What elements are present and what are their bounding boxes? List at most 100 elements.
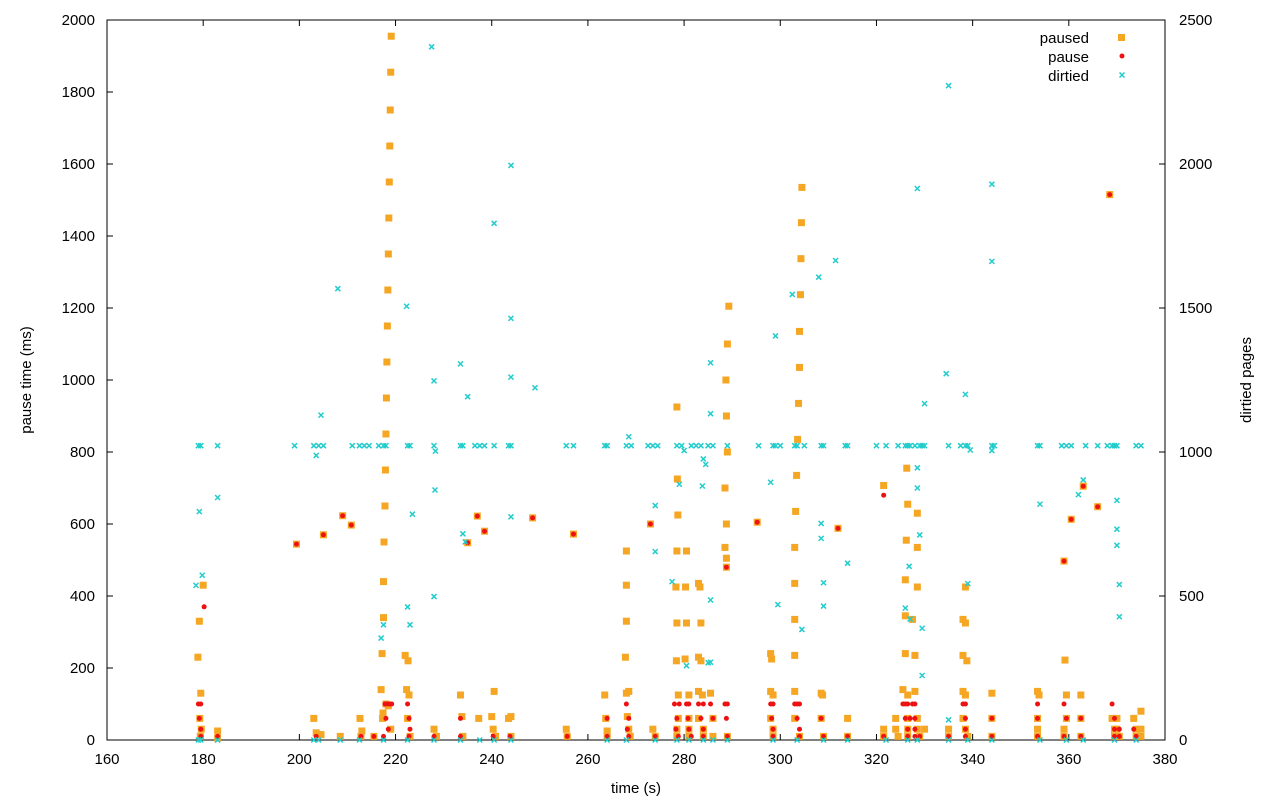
legend-marker-dirtied <box>1118 71 1126 79</box>
data-point-dirtied <box>700 736 707 744</box>
data-point-dirtied <box>1082 442 1089 449</box>
data-point-pause <box>912 701 918 707</box>
data-point-paused <box>1077 691 1085 699</box>
data-point-pause <box>962 726 968 732</box>
data-point-paused <box>695 653 703 661</box>
data-point-pause <box>623 701 629 707</box>
data-point-dirtied <box>919 625 926 632</box>
data-point-dirtied <box>337 736 344 744</box>
series-pause <box>195 192 1139 739</box>
data-point-dirtied <box>378 635 385 642</box>
data-point-dirtied <box>382 442 389 449</box>
data-point-pause <box>881 492 887 498</box>
data-point-pause <box>196 715 202 721</box>
data-point-paused <box>1035 691 1043 699</box>
data-point-dirtied <box>919 672 926 679</box>
data-point-dirtied <box>844 736 851 744</box>
data-point-dirtied <box>705 659 712 666</box>
data-point-pause <box>1112 726 1118 732</box>
data-point-dirtied <box>491 220 498 227</box>
data-point-pause <box>770 726 776 732</box>
legend: paused pause dirtied <box>1040 30 1126 85</box>
data-point-pause <box>917 733 923 739</box>
data-point-dirtied <box>462 538 469 545</box>
data-point-dirtied <box>623 736 630 744</box>
data-point-dirtied <box>707 359 714 366</box>
data-marks <box>192 32 1145 744</box>
data-point-dirtied <box>988 258 995 265</box>
data-point-pause <box>671 701 677 707</box>
data-point-pause <box>647 521 653 527</box>
data-point-paused <box>312 729 320 737</box>
y2-tick-label: 500 <box>1179 588 1204 605</box>
data-point-paused <box>682 619 690 627</box>
data-point-pause <box>881 733 887 739</box>
data-point-dirtied <box>914 736 921 744</box>
data-point-pause <box>912 733 918 739</box>
data-point-paused <box>199 581 207 589</box>
data-point-dirtied <box>1111 736 1118 744</box>
x-tick-label: 180 <box>191 751 216 768</box>
data-point-dirtied <box>409 511 416 518</box>
data-point-pause <box>696 701 702 707</box>
data-point-paused <box>709 732 717 740</box>
data-point-dirtied <box>709 736 716 744</box>
data-point-paused <box>768 655 776 663</box>
data-point-dirtied <box>507 513 514 520</box>
data-point-paused <box>383 322 391 330</box>
data-point-dirtied <box>964 442 971 449</box>
data-point-paused <box>791 579 799 587</box>
data-point-dirtied <box>459 442 466 449</box>
data-point-paused <box>959 651 967 659</box>
data-point-paused <box>901 576 909 584</box>
data-point-dirtied <box>1113 526 1120 533</box>
data-point-dirtied <box>774 601 781 608</box>
data-point-paused <box>903 464 911 472</box>
data-point-dirtied <box>921 442 928 449</box>
data-point-paused <box>382 394 390 402</box>
data-point-pause <box>700 701 706 707</box>
data-point-dirtied <box>291 442 298 449</box>
data-point-dirtied <box>681 447 688 454</box>
data-point-pause <box>905 726 911 732</box>
data-point-dirtied <box>476 736 483 744</box>
data-point-dirtied <box>1113 442 1120 449</box>
data-point-dirtied <box>403 303 410 310</box>
data-point-pause <box>1061 701 1067 707</box>
data-point-dirtied <box>911 442 918 449</box>
data-point-pause <box>652 733 658 739</box>
data-point-dirtied <box>844 442 851 449</box>
data-point-dirtied <box>1068 442 1075 449</box>
data-point-pause <box>1078 715 1084 721</box>
data-point-paused <box>1034 725 1042 733</box>
data-point-dirtied <box>699 482 706 490</box>
data-point-paused <box>405 691 413 699</box>
data-point-pause <box>770 733 776 739</box>
data-point-pause <box>821 733 827 739</box>
data-point-dirtied <box>197 736 204 744</box>
data-point-paused <box>899 686 907 694</box>
data-point-dirtied <box>361 442 368 449</box>
data-point-dirtied <box>334 285 341 292</box>
data-point-dirtied <box>818 520 825 527</box>
data-point-paused <box>336 732 344 740</box>
data-point-dirtied <box>356 736 363 744</box>
data-point-dirtied <box>724 442 731 449</box>
data-point-paused <box>911 687 919 695</box>
data-point-dirtied <box>476 442 483 449</box>
data-point-pause <box>700 733 706 739</box>
data-point-paused <box>921 725 929 733</box>
data-point-paused <box>1130 714 1138 722</box>
data-point-dirtied <box>652 502 659 509</box>
data-point-dirtied <box>988 447 995 454</box>
data-point-paused <box>672 583 680 591</box>
data-point-paused <box>796 291 804 299</box>
data-point-dirtied <box>1075 491 1082 498</box>
data-point-paused <box>214 727 222 735</box>
data-point-pause <box>905 701 911 707</box>
data-point-dirtied <box>628 442 635 449</box>
data-point-pause <box>1061 733 1067 739</box>
x-tick-label: 200 <box>287 751 312 768</box>
data-point-pause <box>686 701 692 707</box>
data-point-dirtied <box>1104 442 1111 449</box>
